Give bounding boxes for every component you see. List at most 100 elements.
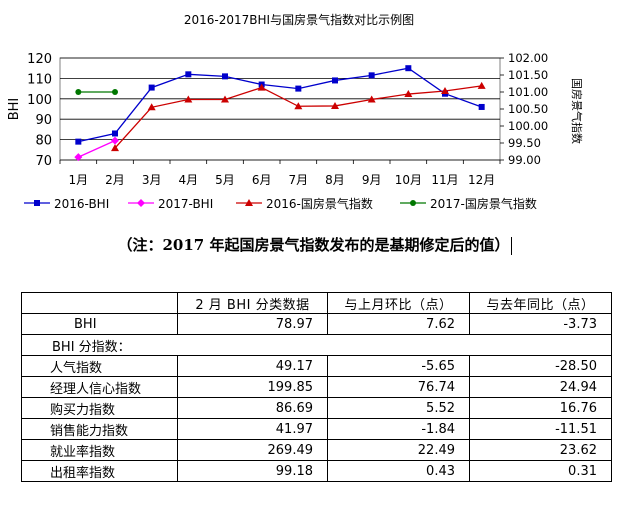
value-cell: 199.85 — [177, 376, 328, 398]
value-cell: 0.43 — [327, 460, 470, 482]
left-tick-label: 110 — [27, 72, 52, 87]
row-label: 出租率指数 — [21, 460, 178, 482]
value-cell: 23.62 — [469, 439, 612, 461]
value-cell: 49.17 — [177, 355, 328, 377]
data-point — [477, 81, 486, 89]
value-cell: 5.52 — [327, 397, 470, 419]
legend-label: 2016-国房景气指数 — [266, 196, 373, 211]
section-label: BHI 分指数： — [21, 334, 612, 356]
x-tick-label: 4月 — [179, 173, 199, 187]
x-tick-label: 10月 — [395, 173, 422, 187]
data-point — [368, 72, 375, 79]
value-cell: 7.62 — [327, 313, 470, 335]
value-cell: 99.18 — [177, 460, 328, 482]
data-point — [74, 153, 83, 162]
data-point — [405, 65, 412, 72]
note-text: （注：2017 年起国房景气指数发布的是基期修定后的值） — [117, 236, 510, 254]
series-line-2 — [114, 85, 482, 149]
row-label: 销售能力指数 — [21, 418, 178, 440]
row-label: 人气指数 — [21, 355, 178, 377]
value-cell: 41.97 — [177, 418, 328, 440]
table-row: BHI 78.97 7.62 -3.73 — [21, 313, 612, 335]
chart-note: （注：2017 年起国房景气指数发布的是基期修定后的值） — [0, 234, 630, 255]
legend-marker — [245, 199, 253, 206]
right-tick-label: 101.00 — [508, 85, 548, 99]
data-point — [332, 77, 338, 84]
header-cell: 2 月 BHI 分类数据 — [177, 292, 328, 314]
value-cell: 86.69 — [177, 397, 328, 419]
x-tick-label: 6月 — [252, 173, 272, 187]
series-markers — [74, 65, 486, 162]
value-cell: 16.76 — [469, 397, 612, 419]
row-label: 经理人信心指数 — [21, 376, 178, 398]
legend-marker — [410, 200, 416, 206]
value-cell: 22.49 — [327, 439, 470, 461]
value-cell: -5.65 — [327, 355, 470, 377]
right-tick-label: 100.50 — [508, 102, 548, 116]
left-tick-label: 90 — [35, 113, 52, 128]
data-point — [295, 85, 302, 92]
value-cell: 78.97 — [177, 313, 328, 335]
table-row: 人气指数 49.17 -5.65 -28.50 — [21, 355, 612, 377]
row-label: BHI — [21, 313, 178, 335]
table-row: 销售能力指数 41.97 -1.84 -11.51 — [21, 418, 612, 440]
right-tick-label: 102.00 — [508, 51, 548, 65]
value-cell: 269.49 — [177, 439, 328, 461]
x-tick-label: 3月 — [142, 173, 162, 187]
right-tick-label: 99.50 — [508, 136, 541, 150]
data-point — [331, 101, 339, 109]
data-point — [441, 86, 449, 94]
plot-frame — [59, 57, 501, 161]
value-cell: 24.94 — [469, 376, 612, 398]
value-cell: -11.51 — [469, 418, 612, 440]
legend-marker — [34, 200, 40, 206]
x-tick-label: 2月 — [105, 173, 125, 187]
text-cursor — [511, 237, 513, 255]
data-point — [75, 89, 82, 95]
table-header-row: 2 月 BHI 分类数据 与上月环比（点） 与去年同比（点） — [21, 292, 612, 314]
row-label: 购买力指数 — [21, 397, 178, 419]
value-cell: 0.31 — [469, 460, 612, 482]
header-cell: 与去年同比（点） — [469, 292, 612, 314]
gridlines — [59, 57, 501, 161]
data-point — [148, 84, 155, 91]
value-cell: -28.50 — [469, 355, 612, 377]
table-row: 就业率指数 269.49 22.49 23.62 — [21, 439, 612, 461]
header-cell-empty — [21, 292, 178, 314]
header-cell: 与上月环比（点） — [327, 292, 470, 314]
data-point — [185, 71, 192, 78]
left-tick-label: 70 — [35, 154, 52, 169]
data-point — [75, 138, 82, 145]
legend-label: 2016-BHI — [54, 197, 109, 211]
data-point — [367, 95, 376, 103]
x-tick-label: 7月 — [289, 173, 309, 187]
x-tick-label: 11月 — [431, 173, 458, 187]
left-tick-label: 100 — [27, 93, 52, 108]
right-tick-label: 100.00 — [508, 119, 548, 133]
row-label: 就业率指数 — [21, 439, 178, 461]
table-row: 经理人信心指数 199.85 76.74 24.94 — [21, 376, 612, 398]
table-section-row: BHI 分指数： — [21, 334, 612, 356]
data-point — [111, 136, 119, 145]
x-tick-label: 9月 — [362, 173, 382, 187]
data-point — [184, 95, 193, 103]
table-row: 购买力指数 86.69 5.52 16.76 — [21, 397, 612, 419]
axes: 70 80 90 100 110 120 99.00 99.50 100.00 100.50 101… — [7, 51, 584, 187]
x-tick-label: 1月 — [69, 173, 89, 187]
data-point — [222, 73, 228, 80]
right-tick-label: 99.00 — [508, 153, 541, 167]
data-point — [221, 95, 229, 103]
right-axis-label: 国房景气指数 — [570, 78, 584, 144]
series-line-1 — [78, 140, 116, 158]
data-point — [257, 83, 266, 91]
x-tick-label: 5月 — [215, 173, 235, 187]
table-row: 出租率指数 99.18 0.43 0.31 — [21, 460, 612, 482]
series-line-0 — [78, 67, 482, 143]
data-point — [112, 130, 118, 137]
legend: 2016-BHI 2017-BHI 2016-国房景气指数 2017-国房景气指数 — [24, 196, 537, 211]
data-point — [478, 103, 485, 110]
legend-marker — [137, 199, 145, 207]
data-point — [404, 90, 413, 98]
bhi-data-table: 2 月 BHI 分类数据 与上月环比（点） 与去年同比（点） BHI 78.97 7.62… — [21, 292, 612, 482]
data-point — [294, 102, 303, 110]
